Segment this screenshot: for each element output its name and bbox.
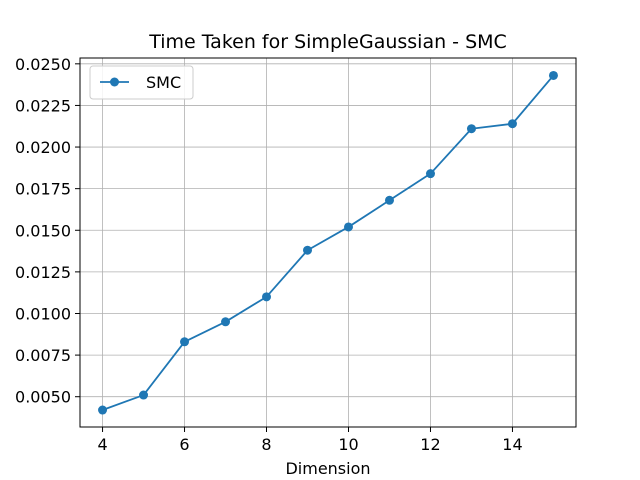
y-tick-label: 0.0225 (15, 96, 71, 115)
y-tick-label: 0.0125 (15, 263, 71, 282)
data-point (466, 124, 476, 134)
grid (80, 58, 576, 427)
x-tick-label: 8 (261, 435, 271, 454)
x-tick-label: 4 (97, 435, 107, 454)
y-tick-label: 0.0250 (15, 55, 71, 74)
legend-label-smc: SMC (146, 73, 181, 92)
plot-area: 4 6 8 10 12 14 0.0050 0.0075 0.0100 0.0125 0.0150… (15, 55, 577, 454)
chart-title: Time Taken for SimpleGaussian - SMC (148, 31, 507, 53)
x-tick-label: 10 (338, 435, 358, 454)
legend-marker-smc (110, 77, 119, 87)
y-tick-label: 0.0200 (15, 138, 71, 157)
data-point (507, 119, 517, 129)
data-point (180, 337, 190, 347)
x-axis: 4 6 8 10 12 14 (97, 427, 523, 454)
legend: SMC (89, 65, 194, 100)
y-tick-label: 0.0150 (15, 221, 71, 240)
y-tick-label: 0.0050 (15, 388, 71, 407)
series-line-smc (102, 74, 555, 411)
data-point (384, 195, 394, 205)
x-axis-label: Dimension (285, 459, 370, 478)
series-layer (98, 70, 558, 415)
y-tick-label: 0.0075 (15, 346, 71, 365)
data-point (139, 390, 149, 400)
data-point (548, 70, 558, 80)
x-tick-label: 6 (179, 435, 189, 454)
axes-frame (79, 57, 577, 428)
y-tick-label: 0.0175 (15, 180, 71, 199)
data-point (425, 169, 435, 179)
x-tick-label: 14 (502, 435, 522, 454)
y-tick-label: 0.0100 (15, 304, 71, 323)
legend-box (89, 65, 194, 100)
data-point (303, 245, 313, 255)
data-point (98, 405, 108, 415)
data-point (262, 292, 272, 302)
y-axis: 0.0050 0.0075 0.0100 0.0125 0.0150 0.0175 0.02… (15, 55, 80, 407)
x-tick-label: 12 (420, 435, 440, 454)
data-point (343, 222, 353, 232)
data-point (221, 317, 231, 327)
